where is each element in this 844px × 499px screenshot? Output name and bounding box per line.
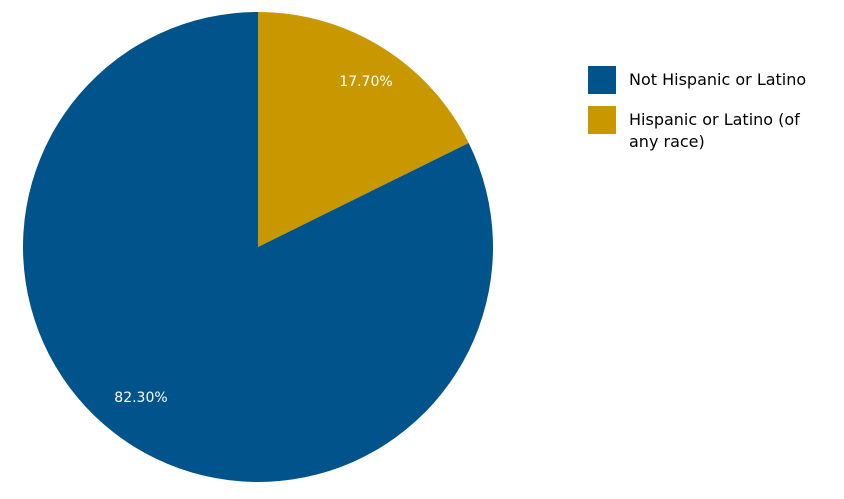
pie-slices: [22, 12, 494, 482]
pie-slice-hispanic: [258, 12, 469, 247]
legend-label-not-hispanic: Not Hispanic or Latino: [629, 70, 807, 89]
pie-slice-not-hispanic: [22, 12, 494, 482]
legend-swatch-hispanic: [588, 106, 616, 134]
pie-label-hispanic: 17.70%: [339, 74, 392, 90]
legend-item-not-hispanic: Not Hispanic or Latino: [588, 66, 838, 94]
pie-slice-labels: 17.70% 82.30%: [114, 74, 392, 406]
legend-item-hispanic: Hispanic or Latino (of any race): [588, 106, 838, 153]
legend-swatch-not-hispanic: [588, 66, 616, 94]
legend: Not Hispanic or Latino Hispanic or Latin…: [588, 66, 838, 165]
pie-label-not-hispanic: 82.30%: [114, 390, 167, 406]
legend-label-hispanic: Hispanic or Latino (of any race): [629, 110, 800, 151]
